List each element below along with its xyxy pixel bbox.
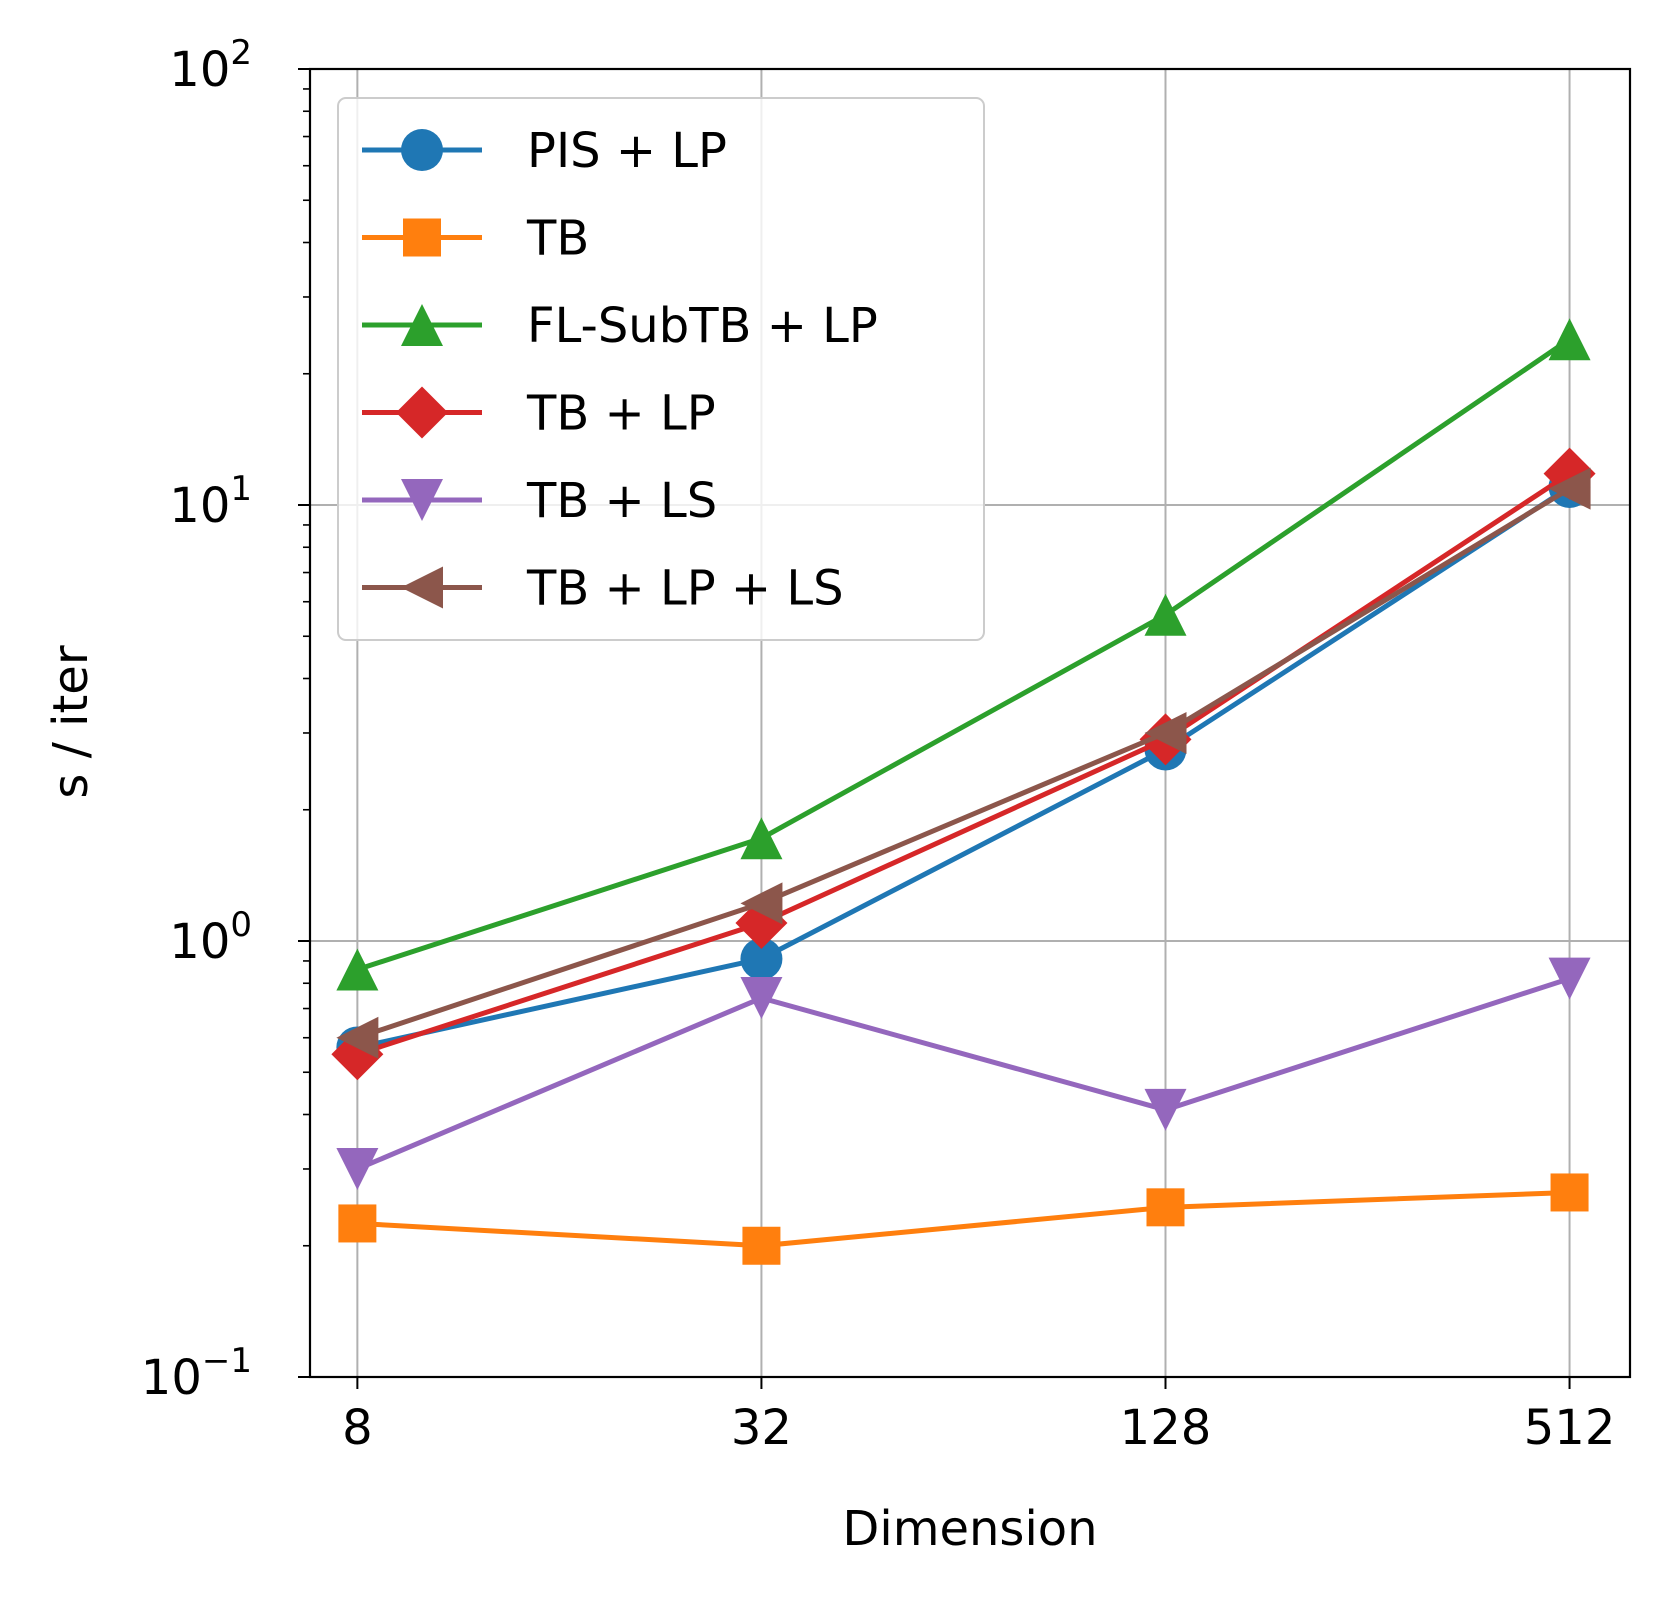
series-tb-lp-ls	[336, 467, 1591, 1059]
data-point	[1550, 1173, 1589, 1212]
y-tick-base: 10	[169, 478, 230, 534]
y-tick-label: 102	[169, 33, 252, 98]
data-point	[740, 882, 783, 925]
legend-label: TB + LP	[526, 386, 716, 442]
data-point	[740, 817, 783, 860]
legend: PIS + LP TB FL-SubTB + LP TB + LP TB + LS TB …	[337, 97, 985, 641]
y-tick-label: 101	[169, 469, 252, 534]
legend-item: TB + LS	[362, 473, 717, 529]
x-tick-label: 8	[342, 1400, 373, 1456]
legend-item: FL-SubTB + LP	[362, 298, 878, 354]
y-tick-base: 10	[169, 914, 230, 970]
y-tick-exponent: 1	[230, 469, 252, 509]
x-tick-label: 32	[731, 1400, 792, 1456]
legend-item: TB + LP + LS	[362, 561, 844, 617]
x-tick-label: 128	[1120, 1400, 1212, 1456]
legend-marker	[401, 304, 443, 346]
y-tick-label: 10−1	[141, 1341, 252, 1406]
y-tick-exponent: 0	[230, 905, 252, 945]
data-point	[740, 937, 783, 980]
series-line	[356, 484, 1571, 1050]
series-line	[356, 976, 1571, 1172]
y-tick-exponent: 2	[230, 33, 252, 73]
data-point	[1548, 467, 1591, 510]
series-fl-subtb-lp	[336, 318, 1591, 991]
legend-marker	[403, 218, 441, 257]
plot-frame	[308, 67, 1632, 1379]
legend-label: TB + LS	[526, 473, 717, 529]
series-layer	[331, 318, 1596, 1265]
data-point	[336, 1147, 379, 1190]
data-point	[1144, 1088, 1187, 1131]
legend-label: FL-SubTB + LP	[527, 298, 878, 354]
data-point	[338, 1204, 377, 1243]
series-tb-ls	[336, 957, 1591, 1190]
data-point	[742, 1226, 781, 1265]
legend-item: PIS + LP	[362, 123, 727, 179]
legend-label: TB	[526, 211, 589, 267]
data-point	[740, 977, 783, 1020]
legend-marker	[401, 479, 443, 521]
legend-marker	[396, 386, 448, 439]
y-tick-base: 10	[169, 42, 230, 98]
series-line	[357, 1189, 1570, 1249]
legend-marker	[401, 566, 443, 609]
series-line	[356, 471, 1571, 1057]
series-tb	[338, 1173, 1589, 1265]
x-tick-label: 512	[1524, 1400, 1616, 1456]
data-point	[1548, 957, 1591, 1000]
legend-box	[337, 97, 985, 641]
data-point	[336, 948, 379, 991]
data-point	[1548, 318, 1591, 361]
y-axis-label: s / iter	[43, 645, 99, 798]
y-tick-exponent: −1	[202, 1341, 252, 1381]
legend-item: TB	[362, 211, 589, 267]
data-point	[1144, 593, 1187, 636]
series-line	[356, 486, 1571, 1041]
y-tick-base: 10	[141, 1350, 202, 1406]
series-line	[356, 337, 1571, 972]
legend-label: TB + LP + LS	[526, 561, 844, 617]
legend-item: TB + LP	[362, 386, 716, 442]
y-tick-label: 100	[169, 905, 252, 970]
x-axis-label: Dimension	[842, 1501, 1097, 1557]
legend-marker	[401, 129, 443, 171]
data-point	[336, 1016, 379, 1059]
legend-label: PIS + LP	[527, 123, 727, 179]
data-point	[1146, 1188, 1185, 1227]
data-point	[1144, 711, 1187, 754]
